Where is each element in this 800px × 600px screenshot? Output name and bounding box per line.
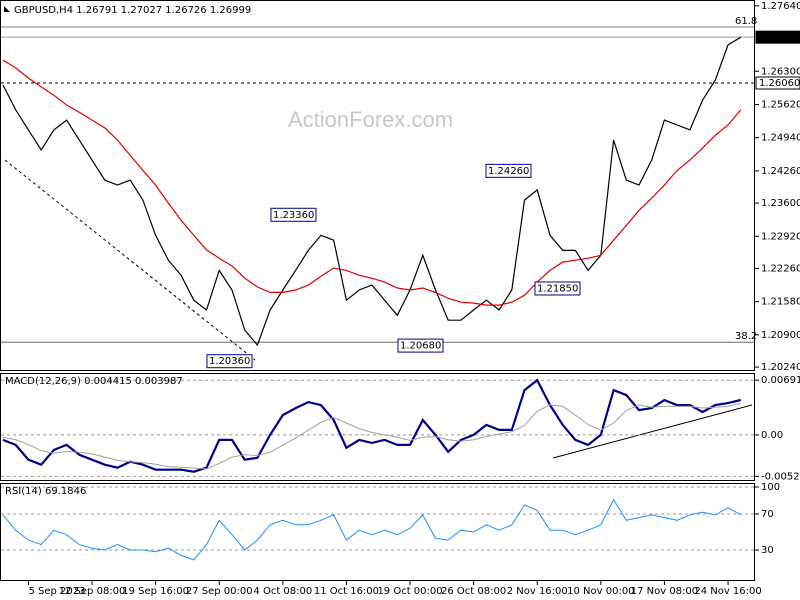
x-tick-label: 26 Oct 08:00 [441,586,506,597]
x-tick-label: 12 Sep 08:00 [59,586,126,597]
y-tick-label: -0.005241 [761,471,800,482]
annotation-label: 1.20360 [209,356,250,367]
trend-line [552,404,753,459]
y-tick-label: 1.23600 [761,198,800,209]
y-tick-label: 1.20900 [761,330,800,341]
x-tick-label: 4 Oct 08:00 [253,586,312,597]
y-tick-label: 1.22260 [761,263,800,274]
y-tick-label: 70 [761,509,774,520]
annotation-label: 1.24260 [488,166,529,177]
x-tick-label: 17 Nov 08:00 [631,586,698,597]
y-tick-label: 1.25620 [761,99,800,110]
level-label: 1.26060 [759,78,800,89]
series-line [2,59,742,306]
x-tick-label: 10 Nov 00:00 [567,586,634,597]
panel-title: RSI(14) 69.1846 [5,486,86,497]
level-label: 1.26999 [759,32,800,43]
y-tick-label: 1.26300 [761,66,800,77]
annotation-box [397,338,444,353]
x-tick-label: 24 Nov 16:00 [694,586,761,597]
fib-label: 38.2 [735,331,757,342]
y-tick-label: 1.21580 [761,297,800,308]
price-panel [0,0,755,371]
trend-line [4,159,256,361]
y-tick-label: 1.20240 [761,362,800,373]
y-tick-label: 1.24260 [761,166,800,177]
y-tick-label: 0.006915 [761,375,800,386]
y-tick-label: 1.27640 [761,1,800,12]
x-tick-label: 11 Oct 16:00 [314,586,379,597]
watermark: ActionForex.com [288,107,453,132]
panel-title: MACD(12,26,9) 0.004415 0.003987 [5,376,183,387]
x-tick-label: 5 Sep 2023 [28,586,85,597]
y-tick-label: 1.24940 [761,133,800,144]
annotation-box [485,163,532,178]
x-tick-label: 19 Sep 16:00 [122,586,189,597]
series-line [2,378,742,473]
x-tick-label: 19 Oct 00:00 [377,586,442,597]
annotation-label: 1.23360 [273,210,314,221]
x-tick-label: 2 Nov 16:00 [507,586,568,597]
x-tick-label: 27 Sep 00:00 [186,586,253,597]
series-line [2,402,741,470]
y-tick-label: 30 [761,545,774,556]
annotation-box [270,207,317,222]
annotation-box [534,281,581,296]
y-tick-label: 0.00 [761,430,783,441]
rsi-panel [0,483,755,581]
y-tick-label: 1.22920 [761,231,800,242]
y-tick-label: 100 [761,482,780,493]
fib-label: 61.8 [735,16,757,27]
series-line [2,498,742,561]
level-box [755,76,800,90]
panel-title: GBPUSD,H4 1.26791 1.27027 1.26726 1.2699… [14,5,251,16]
annotation-label: 1.20680 [400,341,441,352]
level-box [755,30,800,44]
annotation-label: 1.21850 [537,283,578,294]
symbol-icon [4,6,10,12]
series-line [2,36,742,347]
macd-panel [0,373,755,481]
annotation-box [206,354,253,369]
